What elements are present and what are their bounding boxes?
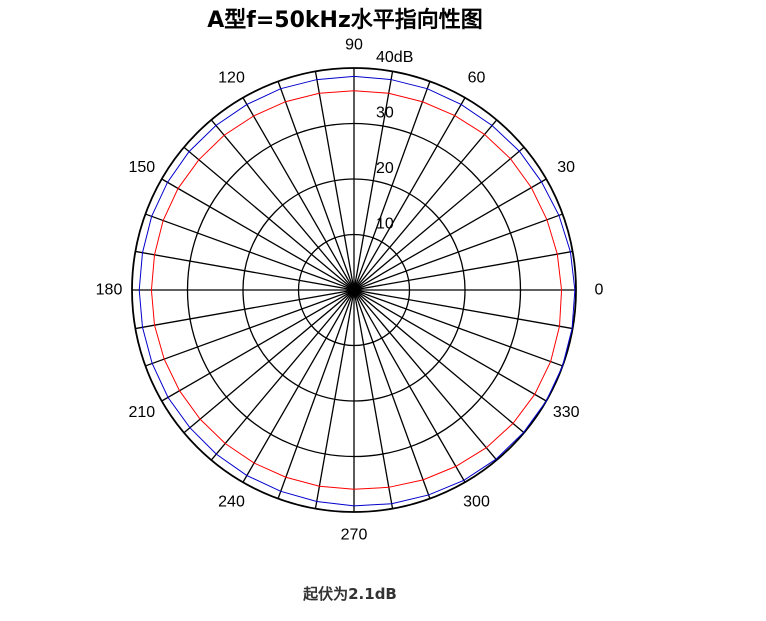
grid-ring-30 [186,122,522,458]
grid-spoke-170 [135,250,573,330]
angle-label: 30 [557,159,575,176]
series-1-line [138,75,576,507]
polar-grid [131,67,577,513]
angle-label: 300 [463,494,490,511]
angle-label: 120 [218,69,245,86]
angle-label: 210 [128,404,155,421]
chart-title: A型f=50kHz水平指向性图 [207,8,483,33]
radial-tick-label: 20 [376,160,394,177]
angle-label: 60 [468,69,486,86]
labels-layer: 10 20 30 40dB 0 30 60 90 120 150 180 210 240 270 300 33… [96,37,604,544]
angle-label: 240 [218,494,245,511]
angle-label: 90 [345,37,363,54]
radial-tick-label: 10 [376,216,394,233]
grid-ring-40 [131,67,577,513]
grid-ring-20 [242,178,466,402]
series-2-line [150,90,563,490]
radial-tick-label: 40dB [376,49,413,66]
angle-label: 0 [595,282,604,299]
grid-ring-10 [297,233,411,347]
radial-tick-label: 30 [376,105,394,122]
angle-label: 180 [96,282,123,299]
angle-label: 150 [128,159,155,176]
ripple-note: 起伏为2.1dB [303,585,397,603]
angle-label: 270 [341,527,368,544]
series-layer [138,75,576,507]
angle-label: 330 [553,404,580,421]
